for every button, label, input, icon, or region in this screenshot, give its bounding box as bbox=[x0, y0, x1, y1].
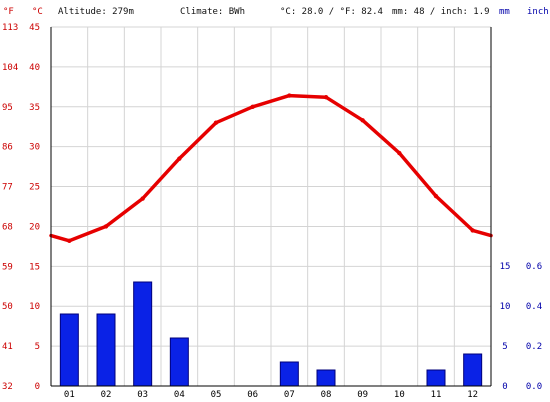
celsius-tick-label: 30 bbox=[29, 143, 40, 153]
inch-unit-label: inch bbox=[527, 7, 549, 17]
temperature-point-06 bbox=[250, 104, 255, 109]
precipitation-bar-08 bbox=[316, 369, 336, 387]
fahrenheit-tick-label: 41 bbox=[2, 342, 13, 352]
mm-unit-label: mm bbox=[499, 7, 510, 17]
tick-labels: 01 02 03 04 05 06 07 08 09 10 11 120325411050155920… bbox=[2, 23, 542, 400]
temperature-line bbox=[49, 93, 493, 244]
temperature-point-01 bbox=[67, 238, 72, 244]
temperature-point-08 bbox=[323, 95, 329, 100]
precipitation-bar-03 bbox=[133, 281, 153, 387]
chart-axes bbox=[50, 27, 492, 387]
celsius-tick-label: 20 bbox=[29, 222, 40, 232]
fahrenheit-unit-label: °F bbox=[3, 7, 14, 17]
celsius-tick-label: 25 bbox=[29, 183, 40, 193]
temperature-point-10 bbox=[397, 150, 402, 156]
fahrenheit-tick-label: 95 bbox=[2, 103, 13, 113]
inch-tick-label: 0.4 bbox=[526, 302, 542, 312]
x-tick-label-02: 02 bbox=[101, 390, 112, 400]
precipitation-bar-11 bbox=[426, 369, 446, 387]
fahrenheit-tick-label: 68 bbox=[2, 222, 13, 232]
altitude-label: Altitude: 279m bbox=[58, 7, 134, 17]
x-tick-label-09: 09 bbox=[357, 390, 368, 400]
celsius-tick-label: 15 bbox=[29, 262, 40, 272]
mm-tick-label: 10 bbox=[500, 302, 511, 312]
x-tick-label-06: 06 bbox=[247, 390, 258, 400]
inch-tick-label: 0.0 bbox=[526, 382, 542, 392]
celsius-tick-label: 35 bbox=[29, 103, 40, 113]
x-tick-label-07: 07 bbox=[284, 390, 295, 400]
inch-tick-label: 0.2 bbox=[526, 342, 542, 352]
x-tick-label-08: 08 bbox=[321, 390, 332, 400]
fahrenheit-tick-label: 77 bbox=[2, 183, 13, 193]
temperature-point-07 bbox=[287, 93, 292, 98]
inch-tick-label: 0.6 bbox=[526, 262, 542, 272]
x-tick-label-01: 01 bbox=[64, 390, 75, 400]
celsius-tick-label: 0 bbox=[35, 382, 40, 392]
fahrenheit-tick-label: 50 bbox=[2, 302, 13, 312]
x-tick-label-11: 11 bbox=[431, 390, 442, 400]
temperature-point-12 bbox=[470, 228, 475, 233]
celsius-tick-label: 5 bbox=[35, 342, 40, 352]
x-tick-label-12: 12 bbox=[467, 390, 478, 400]
temperature-point-05 bbox=[213, 120, 219, 125]
fahrenheit-tick-label: 32 bbox=[2, 382, 13, 392]
average-temperature-label: °C: 28.0 / °F: 82.4 bbox=[280, 7, 383, 17]
precipitation-bar-07 bbox=[279, 361, 299, 387]
precipitation-bar-12 bbox=[463, 353, 483, 387]
x-tick-label-10: 10 bbox=[394, 390, 405, 400]
temperature-point-11 bbox=[433, 193, 439, 199]
precipitation-bars bbox=[59, 281, 483, 387]
precipitation-total-label: mm: 48 / inch: 1.9 bbox=[392, 7, 490, 17]
x-tick-label-05: 05 bbox=[211, 390, 222, 400]
celsius-tick-label: 10 bbox=[29, 302, 40, 312]
precipitation-bar-02 bbox=[96, 313, 116, 387]
x-tick-label-03: 03 bbox=[137, 390, 148, 400]
climate-label: Climate: BWh bbox=[180, 7, 245, 17]
temperature-point-02 bbox=[103, 224, 109, 229]
x-tick-label-04: 04 bbox=[174, 390, 185, 400]
temperature-point-04 bbox=[177, 156, 182, 161]
gridlines bbox=[50, 26, 492, 387]
fahrenheit-tick-label: 104 bbox=[2, 63, 18, 73]
fahrenheit-tick-label: 59 bbox=[2, 262, 13, 272]
celsius-tick-label: 40 bbox=[29, 63, 40, 73]
precipitation-bar-01 bbox=[59, 313, 79, 387]
fahrenheit-tick-label: 113 bbox=[2, 23, 18, 33]
temperature-point-03 bbox=[140, 196, 145, 201]
mm-tick-label: 15 bbox=[500, 262, 511, 272]
mm-tick-label: 5 bbox=[502, 342, 507, 352]
celsius-tick-label: 45 bbox=[29, 23, 40, 33]
mm-tick-label: 0 bbox=[502, 382, 507, 392]
precipitation-bar-04 bbox=[169, 337, 189, 387]
fahrenheit-tick-label: 86 bbox=[2, 143, 13, 153]
temperature-point-09 bbox=[360, 118, 365, 123]
temperature-series-line bbox=[49, 93, 493, 243]
celsius-unit-label: °C bbox=[32, 7, 43, 17]
